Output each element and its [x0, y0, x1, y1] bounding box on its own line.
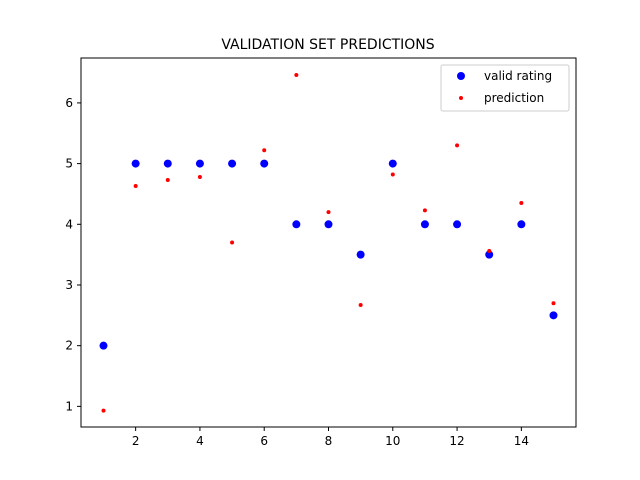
y-tick-label: 1: [65, 399, 73, 413]
data-point-valid-rating: [292, 220, 301, 229]
data-point-prediction: [294, 72, 299, 77]
data-point-valid-rating: [324, 220, 333, 229]
legend-marker-valid-rating: [457, 72, 465, 80]
data-point-valid-rating: [549, 311, 558, 320]
x-tick-label: 10: [385, 434, 400, 448]
data-point-valid-rating: [260, 159, 269, 168]
x-tick-label: 12: [449, 434, 464, 448]
y-tick-label: 4: [65, 217, 73, 231]
x-tick-label: 8: [325, 434, 333, 448]
data-point-prediction: [101, 408, 106, 413]
chart-title: VALIDATION SET PREDICTIONS: [221, 37, 434, 53]
y-tick-label: 5: [65, 157, 73, 171]
data-point-prediction: [519, 201, 524, 206]
data-point-prediction: [358, 303, 363, 308]
y-tick-label: 2: [65, 339, 73, 353]
data-point-valid-rating: [228, 159, 237, 168]
legend: valid rating prediction: [440, 64, 570, 112]
data-point-prediction: [487, 248, 492, 253]
data-point-prediction: [165, 177, 170, 182]
data-point-prediction: [262, 148, 267, 153]
data-point-valid-rating: [131, 159, 140, 168]
data-point-valid-rating: [517, 220, 526, 229]
data-point-valid-rating: [195, 159, 204, 168]
data-point-valid-rating: [356, 250, 365, 259]
x-tick-label: 2: [132, 434, 140, 448]
data-point-prediction: [326, 210, 331, 215]
data-point-valid-rating: [453, 220, 462, 229]
legend-label-valid-rating: valid rating: [484, 69, 552, 83]
data-point-valid-rating: [485, 250, 494, 259]
data-point-valid-rating: [388, 159, 397, 168]
legend-marker-prediction: [459, 96, 463, 100]
legend-label-prediction: prediction: [484, 91, 544, 105]
data-point-valid-rating: [163, 159, 172, 168]
data-point-valid-rating: [420, 220, 429, 229]
data-point-prediction: [133, 184, 138, 189]
data-point-valid-rating: [99, 341, 108, 350]
data-point-prediction: [230, 240, 235, 245]
axes-frame: [80, 57, 577, 428]
data-point-prediction: [197, 174, 202, 179]
x-tick-label: 6: [260, 434, 268, 448]
data-point-prediction: [390, 172, 395, 177]
y-tick-label: 6: [65, 96, 73, 110]
legend-box: [440, 64, 570, 112]
x-tick-label: 4: [196, 434, 204, 448]
data-point-prediction: [455, 143, 460, 148]
x-tick-label: 14: [514, 434, 529, 448]
y-tick-label: 3: [65, 278, 73, 292]
data-point-prediction: [551, 301, 556, 306]
data-point-prediction: [422, 208, 427, 213]
